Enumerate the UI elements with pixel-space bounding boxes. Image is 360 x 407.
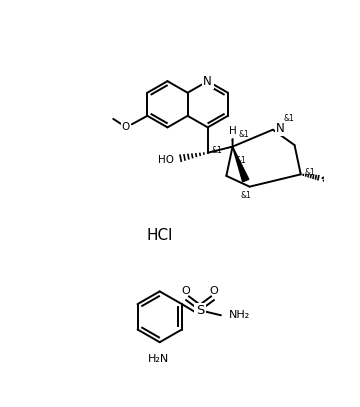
Text: H₂N: H₂N — [148, 354, 169, 364]
Text: &1: &1 — [305, 168, 315, 177]
Text: N: N — [276, 122, 285, 135]
Text: NH₂: NH₂ — [229, 310, 250, 320]
Text: O: O — [210, 286, 218, 295]
Text: HO: HO — [158, 155, 174, 165]
Text: &1: &1 — [212, 146, 222, 155]
Text: HCl: HCl — [147, 228, 173, 243]
Polygon shape — [233, 147, 249, 182]
Text: N: N — [203, 74, 212, 88]
Text: &1: &1 — [239, 130, 249, 139]
Text: O: O — [182, 286, 190, 295]
Text: O: O — [121, 122, 130, 131]
Text: &1: &1 — [236, 156, 246, 165]
Text: &1: &1 — [240, 191, 251, 200]
Text: H: H — [229, 126, 237, 136]
Text: &1: &1 — [284, 114, 294, 123]
Polygon shape — [232, 139, 233, 147]
Text: S: S — [196, 304, 204, 317]
